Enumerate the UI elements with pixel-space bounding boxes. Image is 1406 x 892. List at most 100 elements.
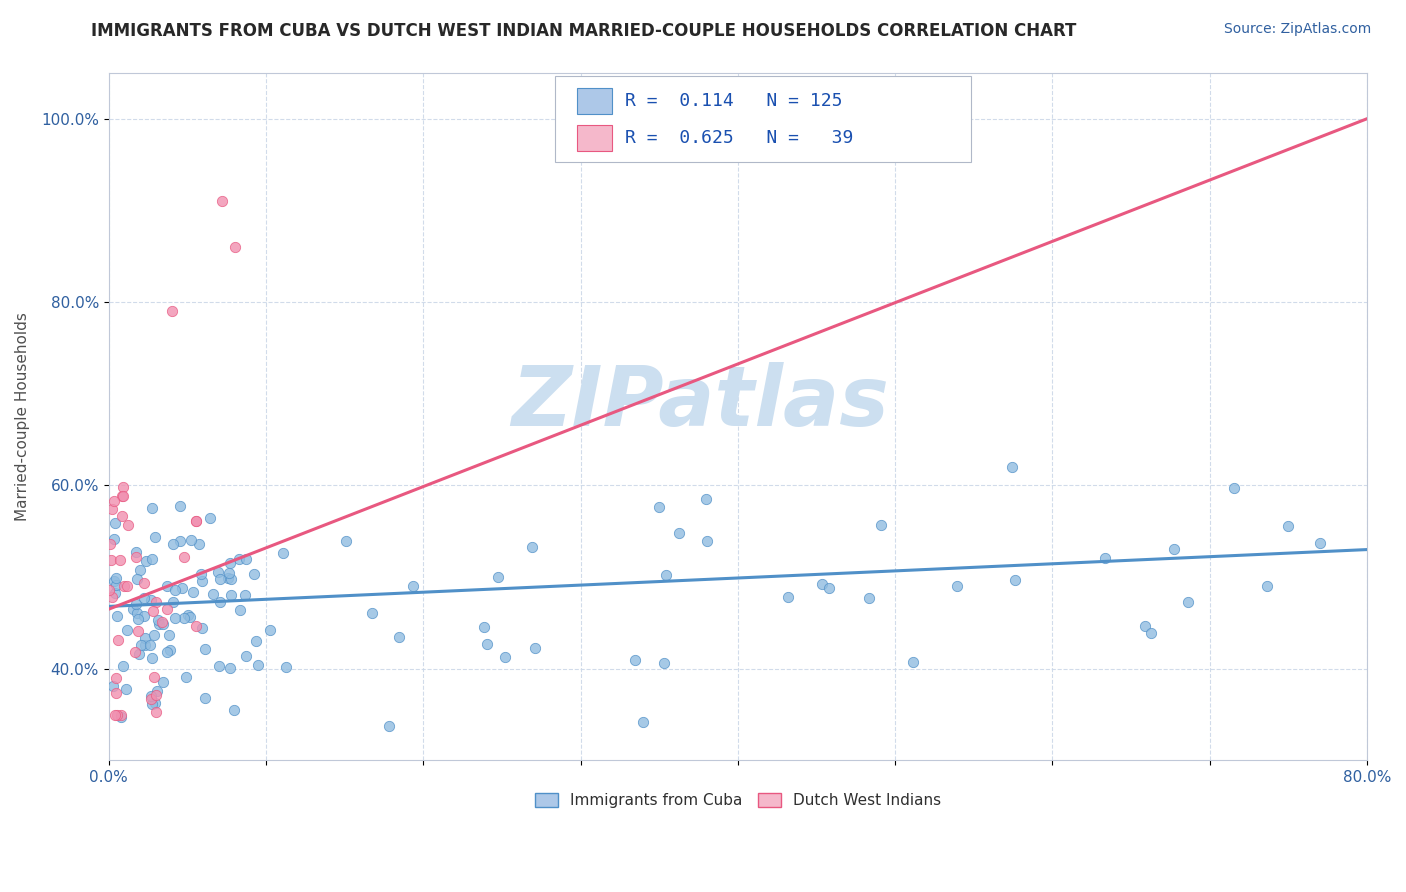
- Point: [146, 683, 169, 698]
- Point: [169, 534, 191, 549]
- Point: [235, 649, 257, 664]
- Point: [104, 707, 127, 722]
- Point: [173, 549, 195, 564]
- Point: [817, 582, 839, 596]
- Point: [145, 595, 167, 609]
- Point: [177, 608, 200, 623]
- Point: [388, 631, 411, 645]
- Point: [194, 642, 217, 657]
- Point: [111, 480, 134, 494]
- Point: [110, 707, 132, 722]
- Point: [235, 551, 257, 566]
- Point: [361, 606, 384, 620]
- Point: [124, 645, 146, 659]
- Point: [477, 637, 499, 651]
- Point: [139, 592, 162, 607]
- Point: [111, 508, 134, 523]
- Point: [103, 494, 125, 508]
- Point: [103, 679, 125, 693]
- Point: [129, 563, 152, 577]
- FancyBboxPatch shape: [555, 77, 970, 162]
- Point: [222, 702, 245, 716]
- Point: [134, 608, 156, 623]
- Point: [229, 603, 252, 617]
- Point: [1135, 619, 1157, 633]
- Point: [105, 609, 128, 624]
- Point: [162, 595, 184, 609]
- Point: [1256, 579, 1278, 593]
- Point: [103, 574, 125, 589]
- Point: [1001, 460, 1024, 475]
- Point: [141, 552, 163, 566]
- Point: [169, 499, 191, 513]
- Point: [190, 567, 212, 582]
- Point: [143, 696, 166, 710]
- Point: [219, 572, 242, 586]
- Point: [648, 500, 671, 514]
- Point: [121, 602, 143, 616]
- Point: [494, 650, 516, 665]
- Point: [170, 582, 193, 596]
- Point: [186, 514, 208, 528]
- Point: [243, 566, 266, 581]
- Point: [335, 534, 357, 549]
- Point: [811, 576, 834, 591]
- Point: [165, 583, 187, 598]
- Point: [402, 579, 425, 593]
- Point: [103, 585, 125, 599]
- Y-axis label: Married-couple Households: Married-couple Households: [15, 312, 30, 521]
- Point: [141, 651, 163, 665]
- Point: [174, 670, 197, 684]
- Point: [129, 638, 152, 652]
- Point: [145, 688, 167, 702]
- Point: [112, 489, 135, 503]
- Point: [378, 719, 401, 733]
- Point: [156, 644, 179, 658]
- Point: [946, 579, 969, 593]
- Point: [111, 489, 134, 503]
- Point: [1004, 574, 1026, 588]
- Point: [127, 612, 149, 626]
- Point: [115, 623, 138, 637]
- Point: [150, 615, 173, 629]
- Point: [180, 533, 202, 547]
- Point: [152, 617, 174, 632]
- Point: [235, 588, 257, 602]
- Point: [271, 546, 294, 560]
- Point: [132, 591, 155, 606]
- Text: IMMIGRANTS FROM CUBA VS DUTCH WEST INDIAN MARRIED-COUPLE HOUSEHOLDS CORRELATION : IMMIGRANTS FROM CUBA VS DUTCH WEST INDIA…: [91, 22, 1077, 40]
- Point: [142, 604, 165, 618]
- Point: [145, 705, 167, 719]
- Point: [191, 574, 214, 589]
- Point: [190, 621, 212, 635]
- Point: [259, 623, 281, 637]
- Point: [524, 641, 547, 656]
- Point: [132, 575, 155, 590]
- Point: [869, 518, 891, 533]
- Point: [110, 553, 132, 567]
- Point: [127, 624, 149, 638]
- Point: [143, 670, 166, 684]
- Point: [486, 569, 509, 583]
- Point: [135, 554, 157, 568]
- Point: [152, 675, 174, 690]
- Point: [156, 601, 179, 615]
- Point: [623, 653, 645, 667]
- Point: [159, 642, 181, 657]
- Point: [179, 609, 201, 624]
- Point: [1222, 482, 1244, 496]
- Point: [218, 566, 240, 580]
- Point: [117, 517, 139, 532]
- Point: [247, 658, 270, 673]
- Point: [274, 660, 297, 674]
- Point: [184, 514, 207, 528]
- Point: [208, 595, 231, 609]
- Point: [105, 707, 128, 722]
- Point: [1094, 551, 1116, 566]
- Point: [143, 628, 166, 642]
- Point: [901, 655, 924, 669]
- Point: [194, 690, 217, 705]
- Text: R =  0.625   N =   39: R = 0.625 N = 39: [624, 128, 853, 146]
- Point: [104, 686, 127, 700]
- Point: [107, 633, 129, 648]
